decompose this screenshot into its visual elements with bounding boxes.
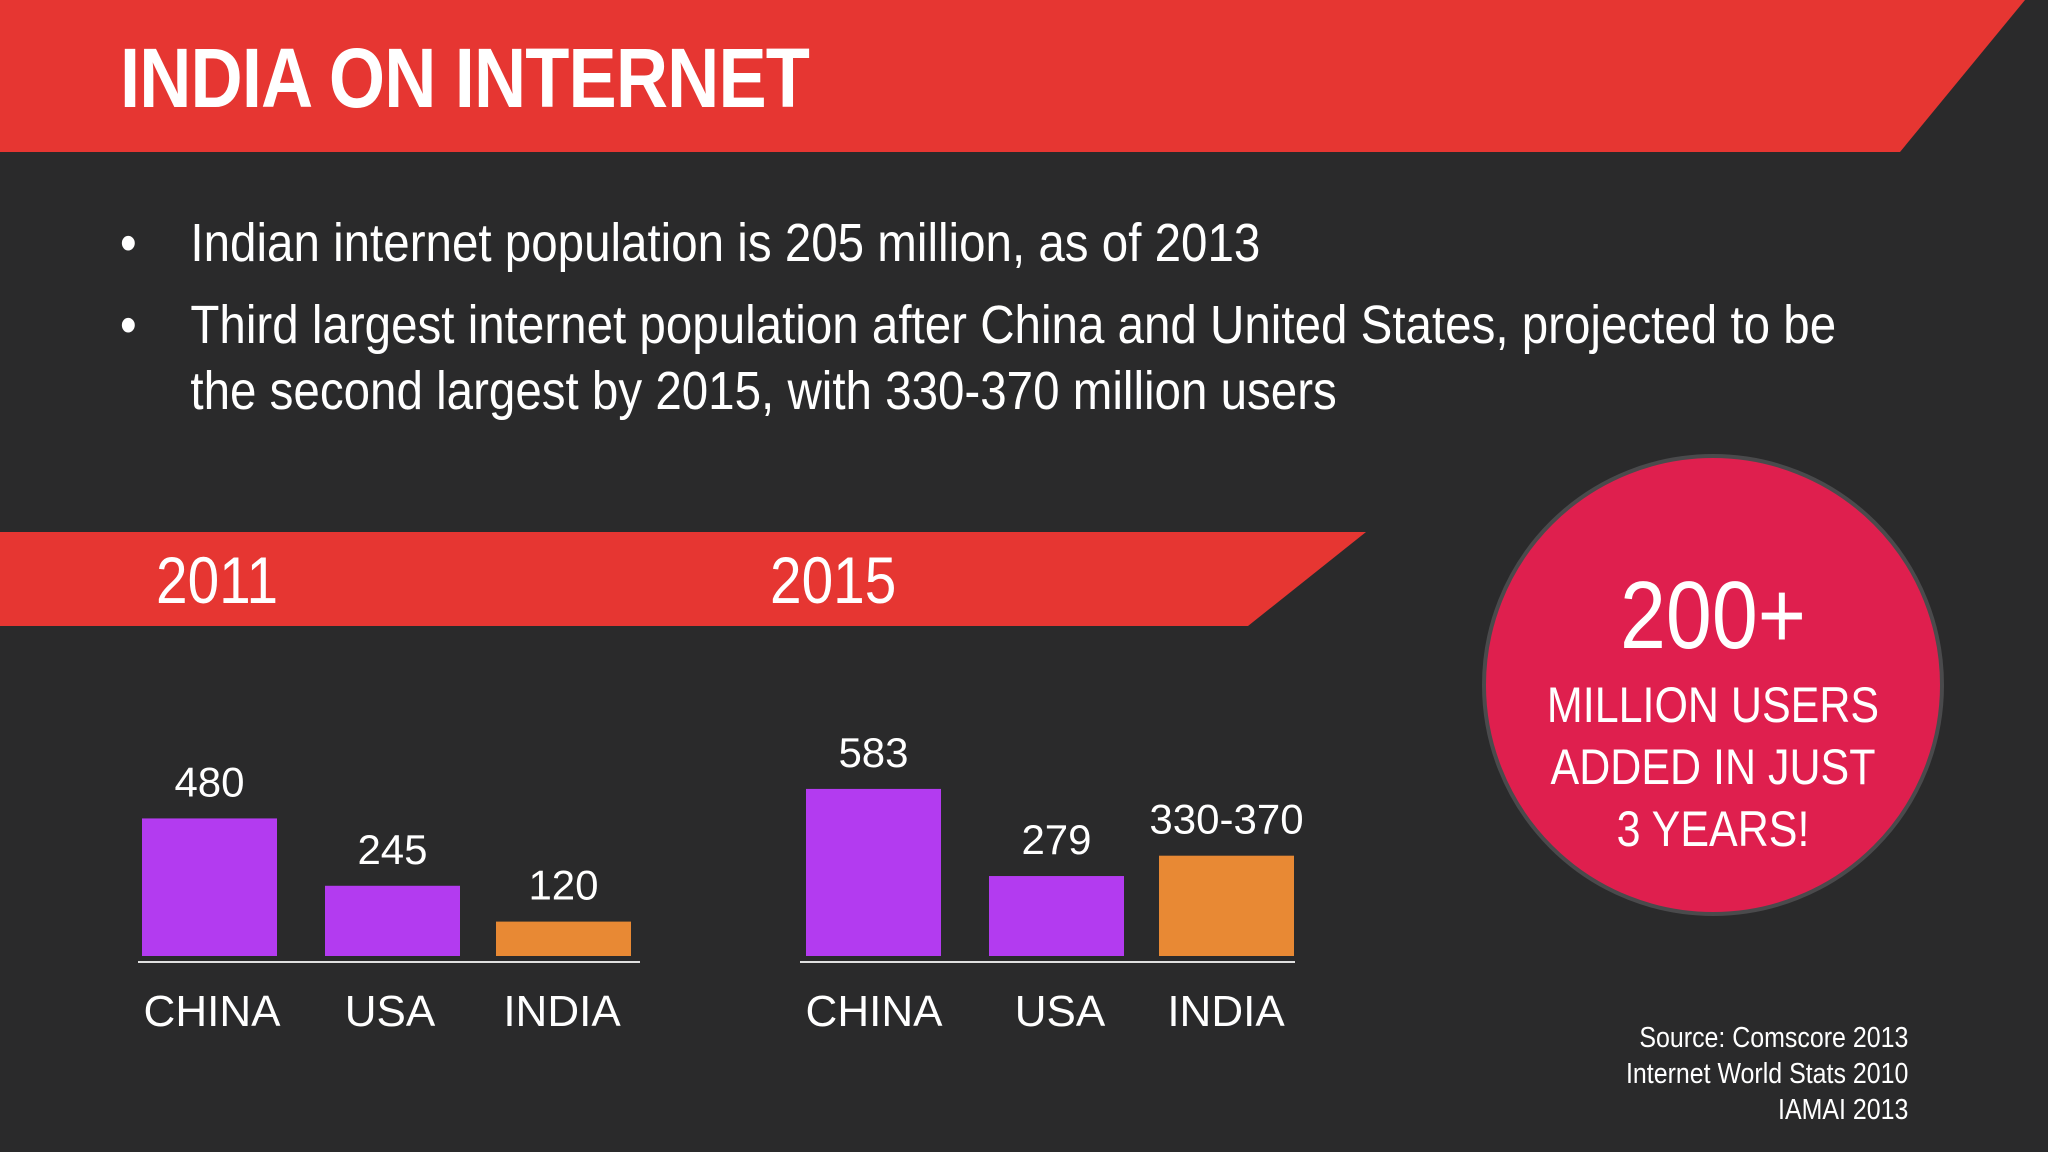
chart-title-2011: 2011 (156, 543, 279, 617)
category-label: USA (1015, 987, 1106, 1036)
years-banner (0, 532, 1366, 626)
bar-usa (989, 876, 1124, 956)
category-label: CHINA (144, 987, 282, 1036)
bar-india (496, 921, 631, 956)
bullet-item: Indian internet population is 205 millio… (120, 210, 1950, 276)
data-label: 245 (357, 826, 427, 873)
page-title: INDIA ON INTERNET (120, 31, 810, 125)
data-label: 583 (838, 729, 908, 776)
chart-2011: 480 CHINA 245 USA 120 INDIA (138, 758, 640, 1036)
category-label: CHINA (806, 987, 944, 1036)
source-line: IAMAI 2013 (1777, 1094, 1908, 1126)
category-label: INDIA (503, 987, 621, 1036)
bullet-item: Third largest internet population after … (120, 292, 1898, 424)
bar-usa (325, 885, 460, 956)
data-label: 330-370 (1149, 796, 1303, 843)
bar-china (806, 788, 941, 956)
bullet-list: Indian internet population is 205 millio… (120, 210, 1920, 440)
years-banner-shape (0, 532, 1366, 626)
category-label: INDIA (1167, 987, 1285, 1036)
data-label: 480 (174, 758, 244, 805)
chart-2015: 583 CHINA 279 USA 330-370 INDIA (800, 729, 1304, 1036)
source-notes: Source: Comscore 2013 Internet World Sta… (1626, 1020, 1908, 1128)
source-line: Source: Comscore 2013 (1639, 1022, 1908, 1054)
data-label: 120 (528, 862, 598, 909)
bullet-text: Third largest internet population after … (190, 295, 1837, 421)
data-label: 279 (1021, 816, 1091, 863)
bar-charts: 480 CHINA 245 USA 120 INDIA 583 CHINA 279 USA 330-… (138, 729, 1304, 1036)
bar-india (1159, 855, 1294, 956)
category-label: USA (345, 987, 436, 1036)
title-banner-shape (0, 0, 2025, 152)
callout-number: 200+ (1620, 562, 1806, 669)
bar-china (142, 818, 277, 956)
callout-circle: 200+ MILLION USERS ADDED IN JUST 3 YEARS… (1482, 454, 1944, 916)
chart-title-2015: 2015 (770, 543, 897, 617)
source-line: Internet World Stats 2010 (1625, 1058, 1908, 1090)
callout-text: MILLION USERS ADDED IN JUST 3 YEARS! (1546, 677, 1880, 857)
title-banner (0, 0, 2025, 152)
